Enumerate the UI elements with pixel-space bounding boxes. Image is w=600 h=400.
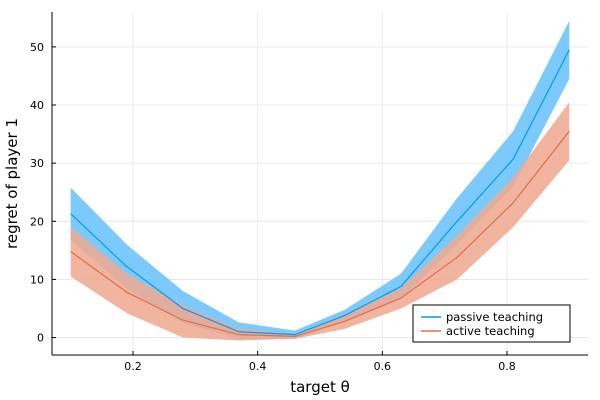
x-axis-label: target θ bbox=[290, 378, 350, 396]
y-tick-label-5: 50 bbox=[30, 41, 44, 54]
series-lines bbox=[70, 49, 570, 337]
y-tick-label-0: 0 bbox=[37, 332, 44, 345]
tick-labels: 0.2 0.4 0.6 0.8 0 10 20 30 40 50 bbox=[30, 41, 516, 373]
band-series-1 bbox=[70, 102, 570, 341]
legend-box bbox=[412, 304, 571, 343]
x-tick-label-1: 0.4 bbox=[249, 360, 267, 373]
x-tick-label-0: 0.2 bbox=[124, 360, 142, 373]
y-tick-label-3: 30 bbox=[30, 157, 44, 170]
y-tick-label-1: 10 bbox=[30, 273, 44, 286]
line-series-0 bbox=[70, 49, 570, 336]
y-tick-label-2: 20 bbox=[30, 215, 44, 228]
line-series-1 bbox=[70, 130, 570, 337]
legend-label-1: active teaching bbox=[446, 324, 535, 338]
axes bbox=[51, 12, 588, 356]
y-axis-label: regret of player 1 bbox=[3, 118, 21, 249]
x-tick-label-2: 0.6 bbox=[374, 360, 392, 373]
y-tick-label-4: 40 bbox=[30, 99, 44, 112]
x-tick-label-3: 0.8 bbox=[498, 360, 516, 373]
legend-label-0: passive teaching bbox=[446, 310, 543, 324]
confidence-bands bbox=[70, 20, 570, 341]
